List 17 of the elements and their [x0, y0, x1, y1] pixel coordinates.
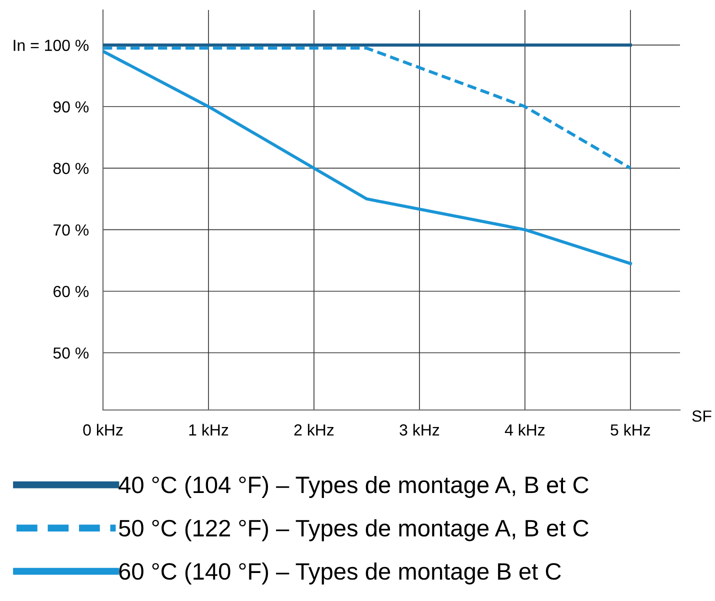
- legend-label: 60 °C (140 °F) – Types de montage B et C: [119, 562, 561, 584]
- y-tick-label: 90 %: [53, 101, 89, 113]
- y-tick-label: 60 %: [54, 286, 89, 298]
- x-tick-label: 2 kHz: [294, 424, 334, 436]
- x-tick-label: 1 kHz: [189, 424, 228, 436]
- x-tick-label: 3 kHz: [400, 424, 440, 436]
- x-tick-label: 5 kHz: [610, 424, 650, 436]
- x-axis-title: SF: [692, 410, 712, 422]
- x-tick-label: 0 kHz: [83, 424, 123, 436]
- y-tick-label: In = 100 %: [14, 40, 89, 52]
- line-series: [103, 50, 632, 266]
- x-tick-label: 4 kHz: [504, 424, 545, 436]
- y-tick-label: 50 %: [53, 347, 89, 359]
- legend-label: 50 °C (122 °F) – Types de montage A, B et C: [119, 519, 588, 542]
- y-tick-label: 70 %: [54, 224, 89, 236]
- legend-label: 40 °C (104 °F) – Types de montage A, B et C: [118, 476, 588, 498]
- y-tick-label: 80 %: [53, 162, 89, 174]
